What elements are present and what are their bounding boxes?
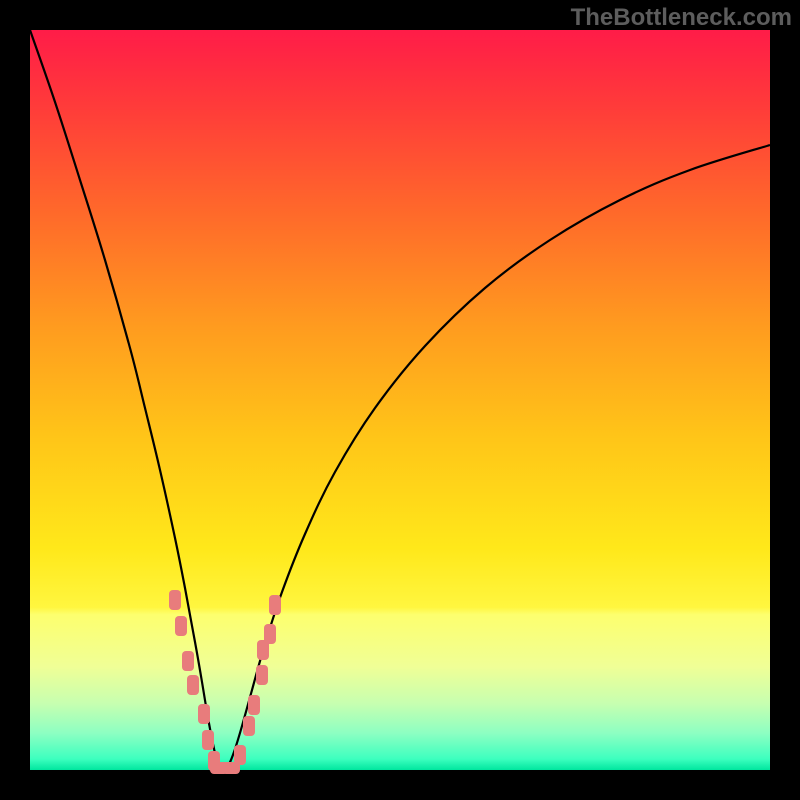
data-marker	[269, 595, 281, 615]
curve-left-branch	[30, 30, 223, 770]
data-marker	[198, 704, 210, 724]
data-marker	[264, 624, 276, 644]
data-markers	[169, 590, 281, 774]
curve-right-branch	[223, 145, 770, 770]
bottleneck-curve-svg	[30, 30, 770, 770]
data-marker	[222, 762, 240, 774]
data-marker	[169, 590, 181, 610]
data-marker	[202, 730, 214, 750]
data-marker	[175, 616, 187, 636]
data-marker	[243, 716, 255, 736]
chart-frame: TheBottleneck.com	[0, 0, 800, 800]
data-marker	[182, 651, 194, 671]
watermark-text: TheBottleneck.com	[571, 4, 792, 32]
data-marker	[187, 675, 199, 695]
data-marker	[256, 665, 268, 685]
data-marker	[248, 695, 260, 715]
